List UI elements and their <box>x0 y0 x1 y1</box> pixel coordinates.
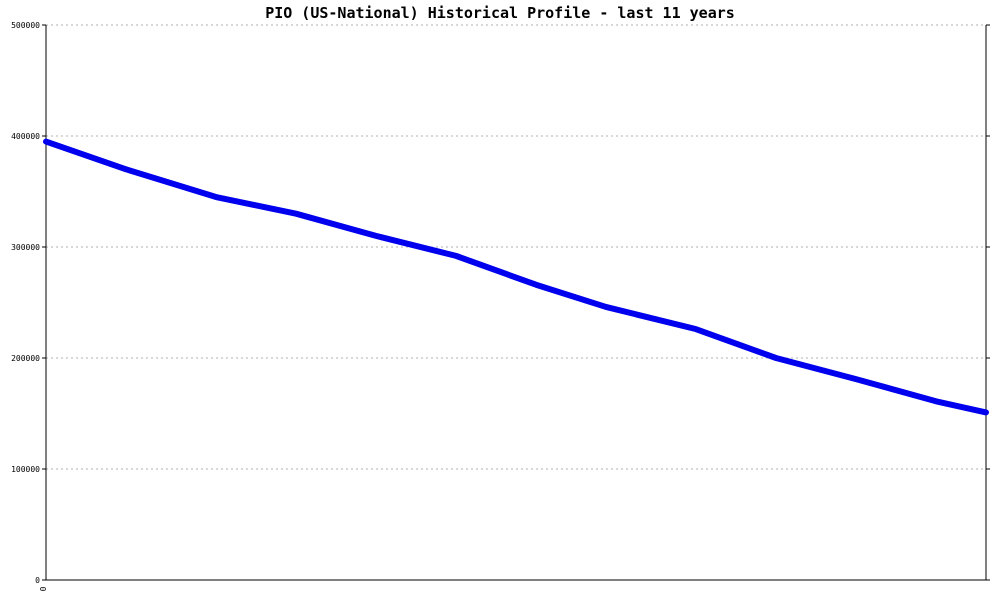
y-tick-label: 100000 <box>11 465 40 474</box>
data-point <box>855 378 857 380</box>
data-point <box>535 284 537 286</box>
y-tick-label: 0 <box>35 576 40 585</box>
x-tick-label: 0 <box>39 586 48 591</box>
y-tick-label: 400000 <box>11 132 40 141</box>
data-point <box>935 400 937 402</box>
data-point <box>775 357 777 359</box>
data-point <box>45 141 47 143</box>
data-point <box>295 213 297 215</box>
data-point <box>215 196 217 198</box>
data-point <box>605 306 607 308</box>
y-tick-label: 200000 <box>11 354 40 363</box>
data-point <box>455 255 457 257</box>
data-point <box>375 235 377 237</box>
y-tick-label: 300000 <box>11 243 40 252</box>
y-tick-label: 500000 <box>11 21 40 30</box>
series-line <box>43 138 989 416</box>
data-point <box>125 168 127 170</box>
chart-title: PIO (US-National) Historical Profile - l… <box>265 4 735 22</box>
data-point <box>695 328 697 330</box>
data-point <box>985 411 987 413</box>
